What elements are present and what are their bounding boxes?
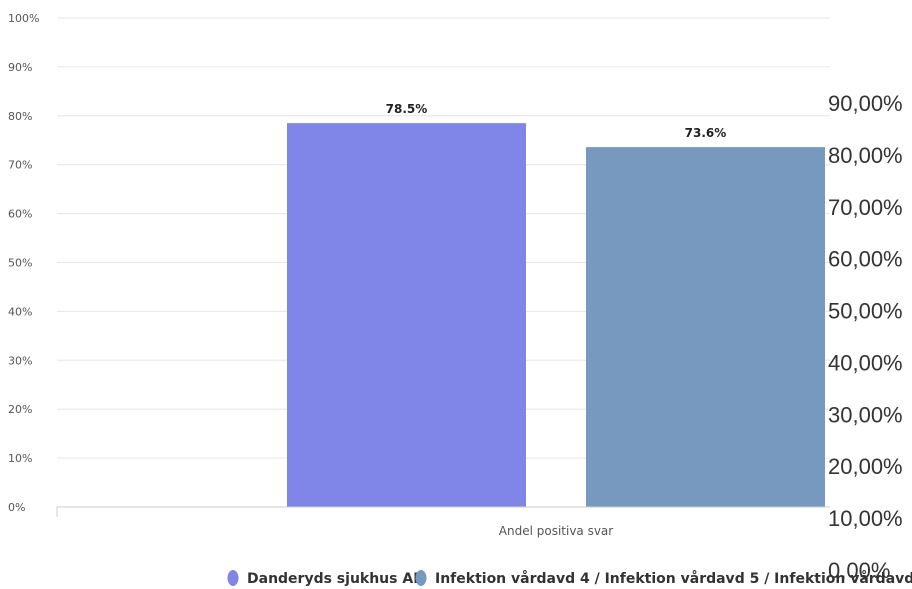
right-axis-tick-label: 10,00%	[828, 506, 903, 531]
legend-label: Danderyds sjukhus AB	[247, 571, 424, 587]
y-tick-label: 30%	[8, 354, 32, 367]
y-tick-label: 70%	[8, 159, 32, 172]
y-tick-label: 80%	[8, 110, 32, 123]
right-axis-tick-label: 0,00%	[828, 558, 890, 583]
legend-label: Infektion vårdavd 4 / Infektion vårdavd …	[435, 570, 912, 587]
bar[interactable]	[287, 123, 526, 507]
y-tick-label: 40%	[8, 305, 32, 318]
legend-swatch	[415, 570, 427, 586]
right-axis-tick-label: 60,00%	[828, 247, 903, 272]
bar-data-label: 78.5%	[386, 102, 428, 116]
legend-item[interactable]: Infektion vårdavd 4 / Infektion vårdavd …	[415, 570, 912, 587]
right-axis-tick-label: 40,00%	[828, 350, 903, 375]
y-tick-label: 90%	[8, 61, 32, 74]
bars	[287, 123, 825, 507]
right-axis-tick-label: 20,00%	[828, 454, 903, 479]
right-axis-tick-label: 50,00%	[828, 299, 903, 324]
legend-swatch	[227, 570, 239, 586]
right-axis-tick-label: 80,00%	[828, 143, 903, 168]
y-tick-label: 20%	[8, 403, 32, 416]
y-tick-label: 60%	[8, 208, 32, 221]
right-axis-tick-label: 90,00%	[828, 91, 903, 116]
x-axis-category-label: Andel positiva svar	[499, 524, 614, 538]
y-tick-label: 0%	[8, 501, 25, 514]
legend[interactable]: Danderyds sjukhus AB Infektion vårdavd 4 …	[227, 570, 912, 587]
bar-data-label: 73.6%	[685, 126, 727, 140]
right-axis-tick-label: 70,00%	[828, 195, 903, 220]
legend-item[interactable]: Danderyds sjukhus AB	[227, 570, 424, 587]
y-tick-label: 10%	[8, 452, 32, 465]
y-tick-label: 50%	[8, 257, 32, 270]
right-axis-ticks: 0,00% 10,00% 20,00% 30,00% 40,00% 50,00% 60,00…	[828, 91, 903, 583]
right-axis-tick-label: 30,00%	[828, 402, 903, 427]
y-axis-ticks: 0% 10% 20% 30% 40% 50% 60% 70% 80% 90% 100%	[8, 12, 39, 514]
data-labels: 78.5% 73.6%	[386, 102, 727, 140]
bar[interactable]	[586, 147, 825, 507]
y-tick-label: 100%	[8, 12, 39, 25]
